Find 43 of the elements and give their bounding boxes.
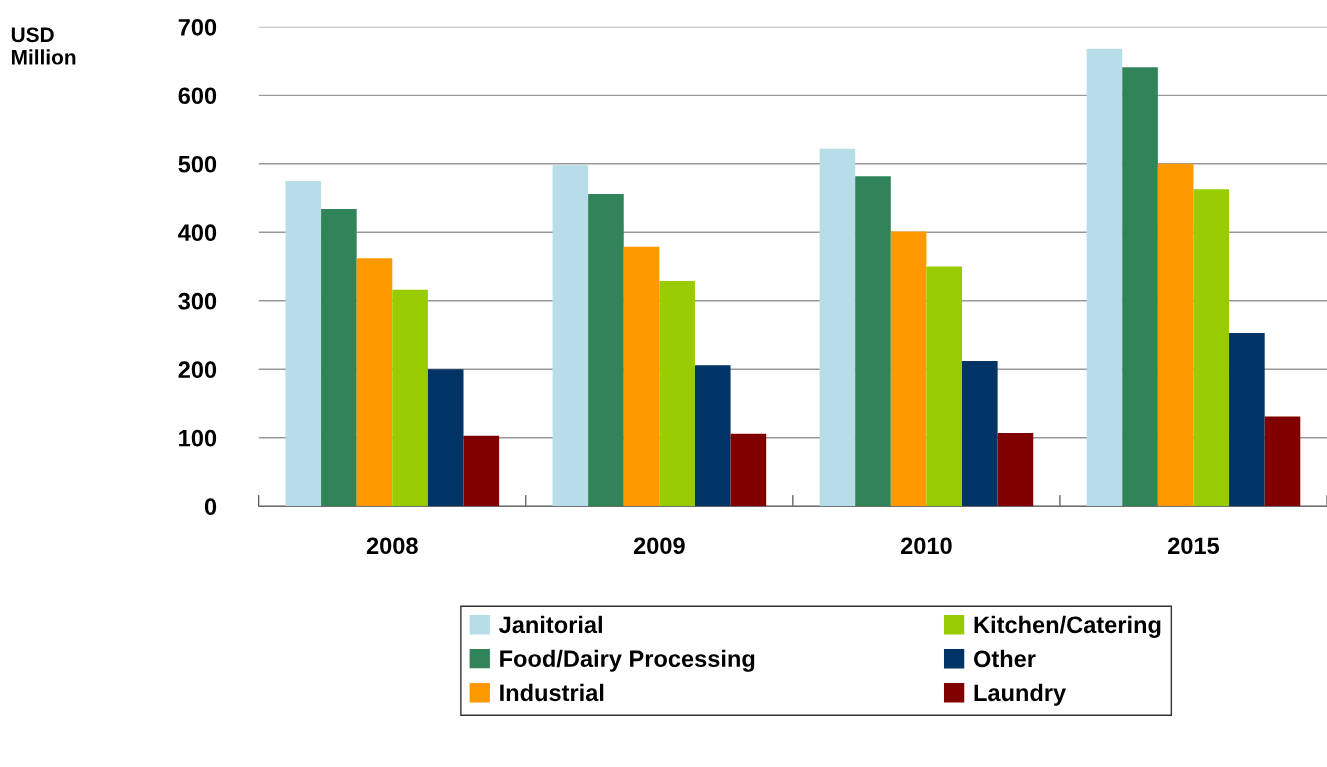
bar xyxy=(962,361,998,507)
x-tick-label: 2008 xyxy=(366,537,418,555)
bar xyxy=(623,246,660,507)
y-tick-label: 700 xyxy=(178,18,217,36)
bar xyxy=(694,365,731,507)
legend-label: Industrial xyxy=(500,683,604,702)
bar xyxy=(552,165,589,507)
bar xyxy=(730,433,767,507)
bar xyxy=(588,193,624,507)
bar xyxy=(285,180,322,507)
bar xyxy=(427,369,464,507)
y-tick-label: 300 xyxy=(178,292,217,310)
y-tick-label: 600 xyxy=(178,87,217,105)
bar xyxy=(819,148,856,507)
bar xyxy=(356,258,393,507)
legend-label: Food/Dairy Processing xyxy=(500,649,755,672)
bar xyxy=(463,435,500,507)
y-tick-label: 100 xyxy=(179,429,217,447)
bar xyxy=(926,266,963,507)
y-tick-label: 500 xyxy=(178,155,217,173)
bar xyxy=(392,289,428,507)
bar xyxy=(997,432,1034,507)
bar xyxy=(855,176,891,507)
legend-label: Laundry xyxy=(974,683,1067,706)
bar xyxy=(1193,189,1230,507)
legend-label: Kitchen/Catering xyxy=(974,615,1161,638)
bar xyxy=(1157,163,1194,507)
bar xyxy=(659,280,695,507)
bar xyxy=(890,231,927,507)
x-tick-label: 2015 xyxy=(1168,537,1220,555)
x-tick-label: 2010 xyxy=(900,537,952,555)
y-tick-label: 400 xyxy=(178,224,217,242)
legend-label: Janitorial xyxy=(498,615,602,634)
y-axis-title: USD Million xyxy=(11,27,76,65)
y-tick-label: 0 xyxy=(204,498,217,516)
legend-label: Other xyxy=(973,649,1036,668)
bar xyxy=(1264,416,1301,507)
y-tick-label: 200 xyxy=(178,361,217,379)
x-tick-label: 2009 xyxy=(633,537,685,555)
bar xyxy=(321,209,357,507)
bar xyxy=(1229,332,1265,507)
bar xyxy=(1086,48,1123,507)
bar xyxy=(1122,67,1158,507)
